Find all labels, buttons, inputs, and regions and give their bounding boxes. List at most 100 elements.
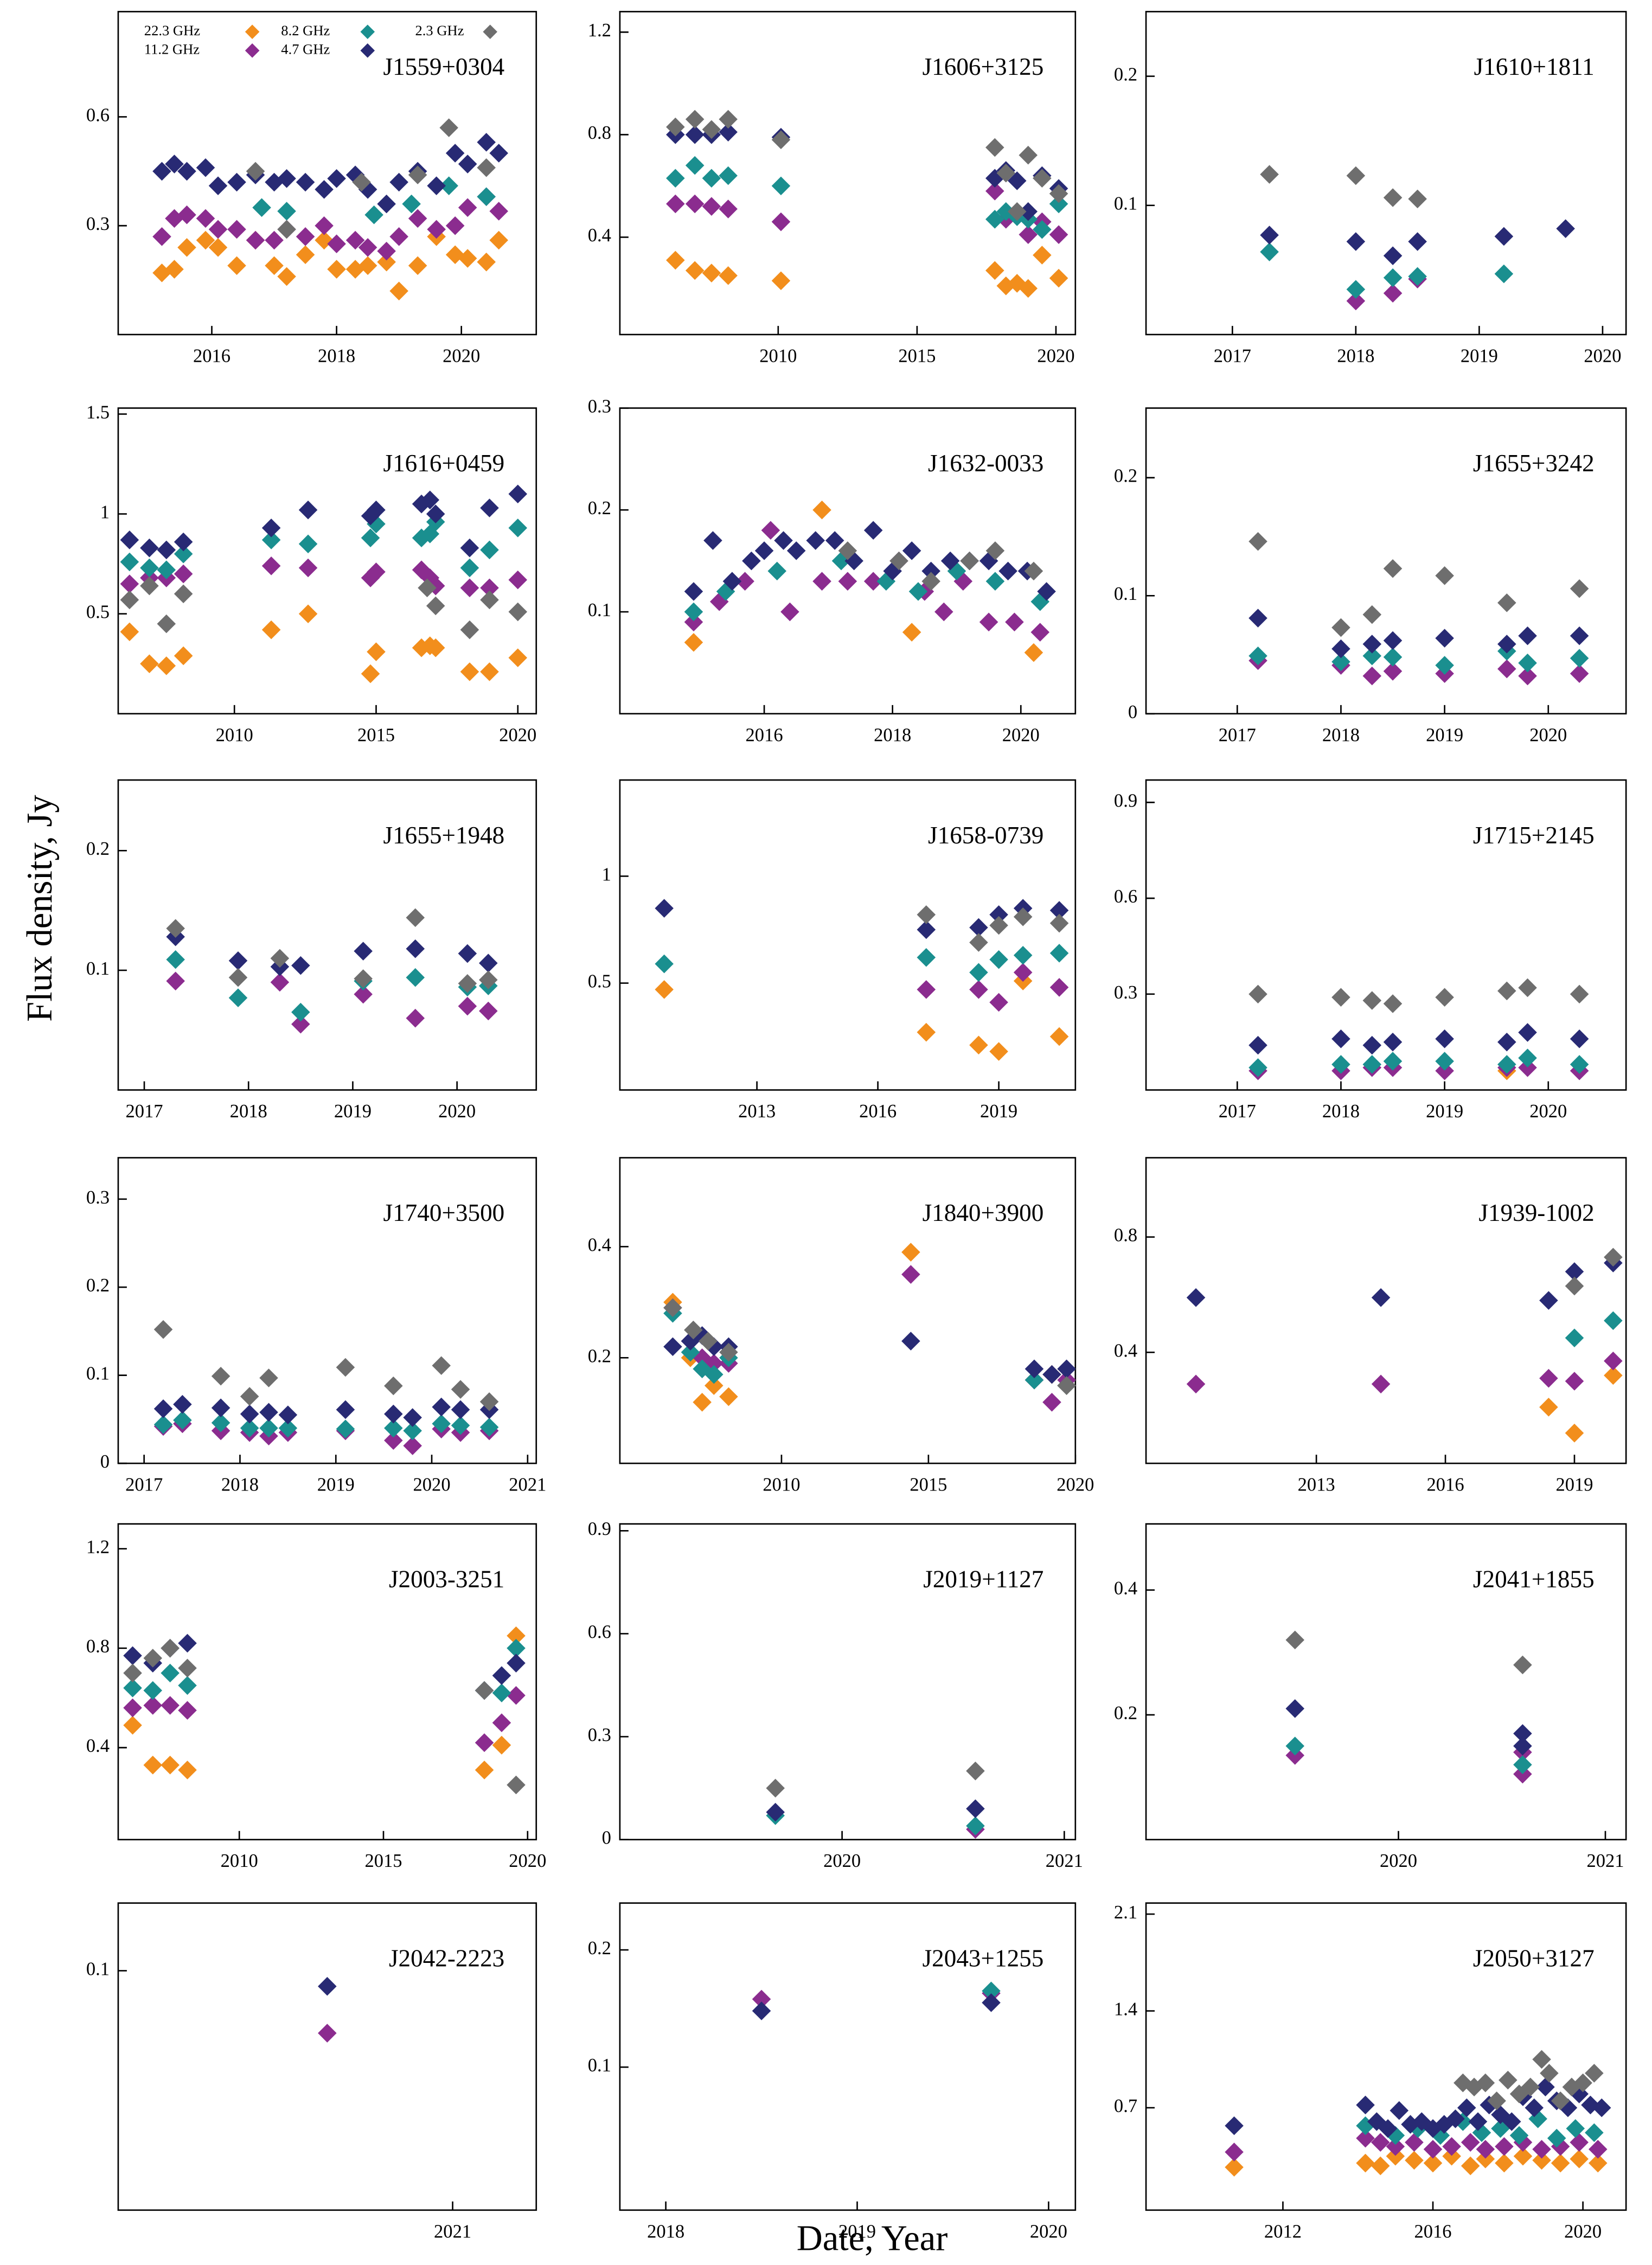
data-point (270, 949, 290, 968)
data-point (1057, 1376, 1076, 1395)
data-point (1585, 2064, 1604, 2083)
data-point (1013, 946, 1033, 965)
data-point (1570, 1055, 1589, 1074)
data-point (157, 656, 176, 675)
data-point (265, 256, 284, 276)
data-point (1248, 1035, 1267, 1055)
panel-title: J1658-0739 (928, 822, 1043, 849)
y-tick-label: 0.2 (86, 839, 110, 859)
data-point (985, 572, 1005, 591)
data-point (1371, 1374, 1391, 1394)
y-tick-label: 0.8 (1114, 1225, 1137, 1246)
data-point (458, 974, 477, 993)
data-point (1383, 662, 1403, 681)
data-point (699, 1332, 718, 1351)
y-tick-label: 0.4 (588, 1234, 611, 1255)
data-point (1013, 963, 1033, 982)
panel-title: J1655+3242 (1473, 450, 1595, 477)
data-point (1547, 2128, 1566, 2148)
data-point (408, 165, 427, 184)
y-tick-label: 2.1 (1114, 1902, 1137, 1923)
data-point (1570, 1029, 1589, 1048)
panel-title: J1939-1002 (1478, 1199, 1594, 1226)
data-point (684, 633, 703, 652)
data-point (863, 521, 883, 540)
data-point (1248, 532, 1267, 551)
data-point (979, 612, 998, 632)
data-point (508, 648, 528, 668)
data-point (211, 1413, 230, 1432)
x-tick-label: 2018 (647, 2221, 684, 2242)
data-point (902, 623, 921, 642)
data-point (173, 1411, 192, 1430)
data-point (1346, 280, 1366, 299)
x-tick-label: 2019 (838, 2221, 876, 2242)
data-point (1386, 2147, 1405, 2166)
data-point (174, 584, 193, 604)
data-point (445, 144, 465, 163)
data-point (917, 920, 936, 939)
data-point (705, 1376, 723, 1395)
data-point (684, 582, 703, 601)
data-point (966, 1761, 985, 1781)
data-point (123, 1716, 142, 1735)
data-point (166, 950, 185, 969)
y-tick-label: 0.2 (1114, 64, 1137, 85)
data-point (1248, 646, 1267, 666)
legend-marker (360, 43, 375, 58)
legend-label: 4.7 GHz (281, 41, 330, 57)
data-point (460, 620, 479, 639)
data-point (403, 1421, 422, 1441)
data-point (445, 216, 465, 235)
x-tick-label: 2016 (746, 725, 783, 745)
data-point (507, 1639, 526, 1658)
data-point (384, 1404, 403, 1424)
data-point (120, 590, 139, 610)
x-tick-label: 2019 (1426, 725, 1463, 745)
data-point (178, 1634, 197, 1653)
legend-marker (245, 43, 260, 58)
data-point (1532, 2050, 1551, 2069)
data-point (921, 572, 940, 591)
y-tick-label: 0.6 (588, 1622, 611, 1642)
data-point (1521, 2077, 1540, 2097)
data-point (917, 1022, 936, 1042)
y-tick-label: 0.2 (86, 1275, 110, 1296)
legend-label: 11.2 GHz (144, 41, 200, 57)
legend-label: 2.3 GHz (415, 22, 464, 39)
data-point (377, 241, 396, 261)
data-point (211, 1398, 230, 1417)
data-point (663, 1337, 682, 1357)
data-point (1331, 618, 1350, 637)
x-tick-label: 2018 (874, 725, 911, 745)
data-point (719, 266, 738, 285)
data-point (1378, 2119, 1398, 2138)
data-point (985, 209, 1004, 229)
plot-frame (1145, 1523, 1627, 1841)
panel-title: J1606+3125 (923, 53, 1044, 80)
data-point (1383, 994, 1403, 1013)
data-point (354, 969, 373, 988)
data-point (719, 1387, 738, 1406)
data-point (480, 540, 499, 560)
data-point (1049, 268, 1068, 288)
data-point (1225, 2116, 1244, 2135)
plot-frame (619, 11, 1077, 336)
data-point (208, 238, 228, 257)
x-tick-label: 2013 (738, 1101, 776, 1122)
data-point (989, 1042, 1008, 1061)
data-point (367, 500, 386, 520)
data-point (1494, 227, 1514, 246)
data-point (174, 544, 193, 564)
data-point (985, 138, 1004, 157)
data-point (863, 572, 883, 591)
x-tick-label: 2020 (823, 1851, 861, 1871)
data-point (1570, 664, 1589, 683)
data-point (1435, 566, 1454, 585)
x-tick-label: 2020 (1380, 1851, 1417, 1871)
data-point (982, 1993, 1001, 2012)
y-tick-label: 0.3 (588, 396, 611, 417)
data-point (1423, 2140, 1443, 2159)
data-point (439, 176, 458, 195)
